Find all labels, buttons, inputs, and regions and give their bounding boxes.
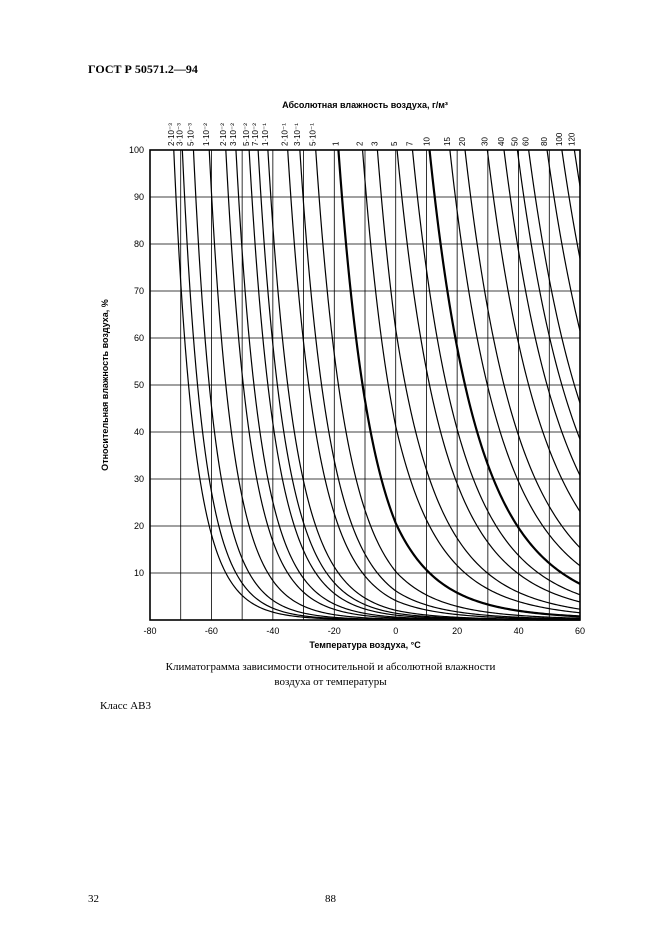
caption-line1: Климатограмма зависимости относительной … <box>166 661 496 673</box>
svg-text:60: 60 <box>575 626 585 636</box>
abs-humidity-label: 120 <box>567 132 576 146</box>
svg-text:-20: -20 <box>328 626 341 636</box>
svg-text:-60: -60 <box>205 626 218 636</box>
abs-humidity-label: 5·10⁻¹ <box>309 123 318 146</box>
abs-humidity-label: 15 <box>443 137 452 146</box>
svg-text:70: 70 <box>134 286 144 296</box>
svg-text:20: 20 <box>134 521 144 531</box>
abs-humidity-label: 2·10⁻¹ <box>281 123 290 146</box>
svg-text:30: 30 <box>134 474 144 484</box>
humidity-curve <box>465 150 580 548</box>
abs-humidity-label: 5·10⁻² <box>242 123 251 146</box>
abs-humidity-label: 7 <box>405 141 414 146</box>
abs-humidity-label: 1·10⁻¹ <box>261 123 270 146</box>
abs-humidity-label: 3·10⁻³ <box>175 123 184 146</box>
svg-text:-40: -40 <box>266 626 279 636</box>
abs-humidity-label: 7·10⁻² <box>251 123 260 146</box>
abs-humidity-label: 100 <box>555 132 564 146</box>
abs-humidity-label: 80 <box>540 137 549 146</box>
abs-humidity-label: 1 <box>331 141 340 146</box>
humidity-curve <box>547 150 580 331</box>
humidity-curve <box>574 150 580 186</box>
svg-text:50: 50 <box>134 380 144 390</box>
abs-humidity-label: 3·10⁻¹ <box>293 123 302 146</box>
abs-humidity-label: 1·10⁻² <box>202 123 211 146</box>
svg-text:Относительная влажность воздух: Относительная влажность воздуха, % <box>100 299 110 471</box>
abs-humidity-label: 2 <box>356 141 365 146</box>
humidity-curve <box>300 150 580 619</box>
humidity-curve <box>450 150 580 566</box>
abs-humidity-label: 3·10⁻² <box>229 123 238 146</box>
humidity-curve <box>338 150 580 616</box>
svg-text:60: 60 <box>134 333 144 343</box>
doc-code: ГОСТ Р 50571.2—94 <box>88 62 198 77</box>
abs-humidity-label: 5 <box>390 141 399 146</box>
abs-humidity-label: 30 <box>480 137 489 146</box>
humidity-curve <box>363 150 580 613</box>
svg-text:80: 80 <box>134 239 144 249</box>
abs-humidity-label: 2·10⁻² <box>219 123 228 146</box>
abs-humidity-label: 10 <box>423 137 432 146</box>
caption-line2: воздуха от температуры <box>274 676 386 688</box>
abs-humidity-label: 40 <box>497 137 506 146</box>
class-label: Класс AB3 <box>100 700 151 712</box>
svg-text:40: 40 <box>134 427 144 437</box>
abs-humidity-label: 60 <box>522 137 531 146</box>
abs-humidity-label: 20 <box>458 137 467 146</box>
svg-text:100: 100 <box>129 145 144 155</box>
abs-humidity-label: 3 <box>370 141 379 146</box>
humidity-curve <box>316 150 580 618</box>
svg-text:20: 20 <box>452 626 462 636</box>
page-number-center: 88 <box>0 893 661 905</box>
figure-caption: Климатограмма зависимости относительной … <box>0 660 661 690</box>
svg-text:10: 10 <box>134 568 144 578</box>
svg-text:-80: -80 <box>143 626 156 636</box>
svg-text:Абсолютная влажность воздуха,: Абсолютная влажность воздуха, г/м³ <box>282 100 448 110</box>
svg-text:90: 90 <box>134 192 144 202</box>
climatogram-chart: -80-60-40-200204060102030405060708090100… <box>80 90 600 650</box>
svg-text:0: 0 <box>393 626 398 636</box>
svg-text:Температура воздуха, °C: Температура воздуха, °C <box>309 640 421 650</box>
abs-humidity-label: 5·10⁻³ <box>186 123 195 146</box>
svg-text:40: 40 <box>514 626 524 636</box>
abs-humidity-label: 50 <box>510 137 519 146</box>
humidity-curve <box>397 150 580 602</box>
